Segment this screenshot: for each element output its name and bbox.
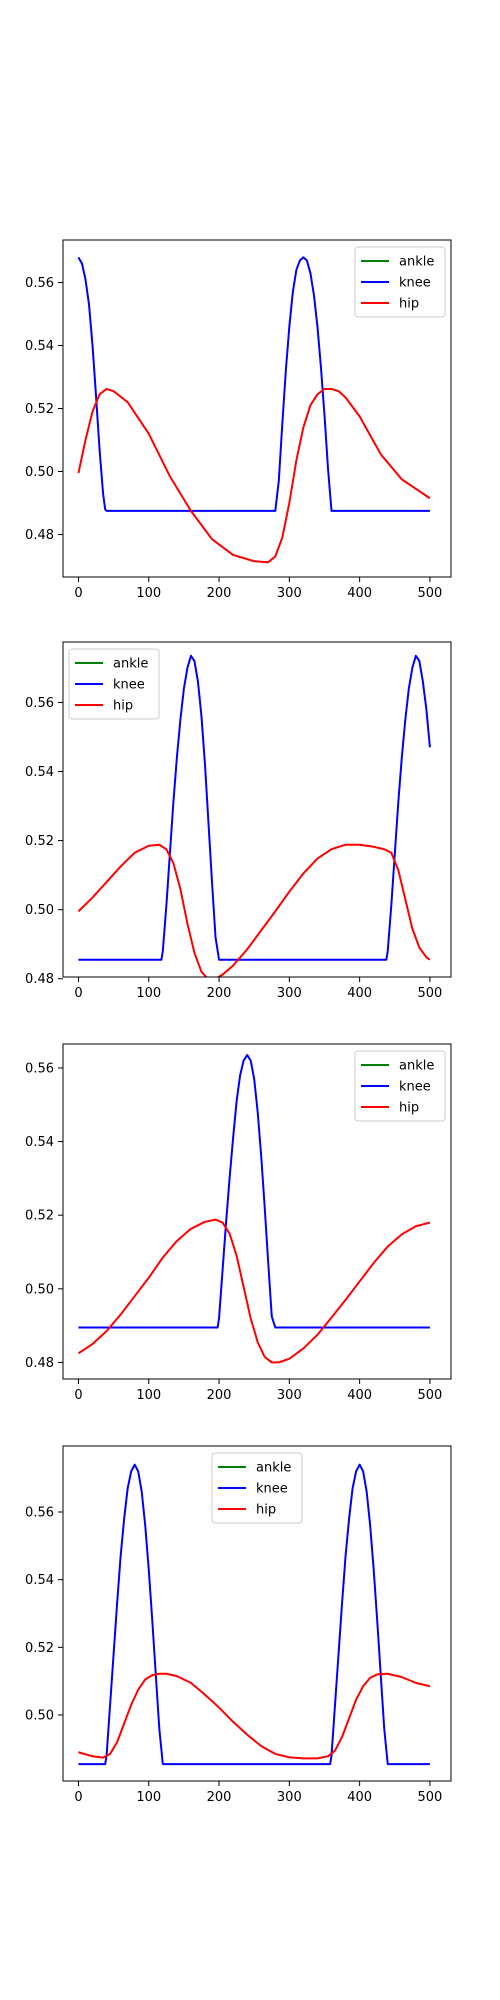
x-tick-label: 400 — [347, 586, 372, 601]
x-tick-label: 200 — [207, 586, 232, 601]
x-tick-label: 300 — [277, 1388, 302, 1403]
x-tick-label: 200 — [207, 986, 232, 1001]
x-tick-label: 500 — [417, 1388, 442, 1403]
series-line-hip — [77, 387, 431, 564]
series-line-hip — [78, 1672, 431, 1760]
legend: ankle knee hip — [354, 246, 446, 318]
x-tick-label: 100 — [136, 1388, 161, 1403]
legend-box — [211, 1452, 303, 1524]
y-tick-label: 0.54 — [25, 1135, 54, 1150]
legend-label-knee: knee — [113, 678, 145, 693]
legend-label-knee: knee — [399, 1080, 431, 1095]
x-tick-label: 100 — [136, 1790, 161, 1805]
x-tick-label: 400 — [347, 1388, 372, 1403]
x-tick-label: 500 — [417, 986, 442, 1001]
y-tick-label: 0.50 — [25, 1709, 54, 1724]
x-tick-label: 400 — [347, 986, 372, 1001]
chart-1: 0 100 200 300 400 500 0.48 0.50 0.52 0.54 0.56 ankl… — [25, 239, 452, 601]
y-tick-label: 0.52 — [25, 834, 54, 849]
y-tick-label: 0.50 — [25, 465, 54, 480]
y-tick-label: 0.56 — [25, 1505, 54, 1520]
y-tick-label: 0.48 — [25, 972, 54, 987]
x-tick-label: 0 — [74, 1388, 82, 1403]
series-line-hip — [77, 843, 431, 977]
series-line-hip — [77, 1218, 431, 1364]
x-tick-label: 300 — [277, 986, 302, 1001]
series-line-knee — [78, 1054, 430, 1329]
y-tick-label: 0.52 — [25, 1209, 54, 1224]
x-tick-label: 0 — [74, 986, 82, 1001]
y-tick-label: 0.56 — [25, 276, 54, 291]
plot-frame — [62, 1445, 452, 1782]
legend-label-hip: hip — [113, 699, 133, 714]
y-tick-label: 0.52 — [25, 1641, 54, 1656]
x-tick-label: 500 — [417, 586, 442, 601]
x-tick-label: 400 — [347, 1790, 372, 1805]
legend-label-ankle: ankle — [399, 255, 434, 270]
series-line-knee — [77, 256, 430, 512]
chart-4: 0 100 200 300 400 500 0.50 0.52 0.54 0.56 ankle kne… — [25, 1445, 452, 1805]
legend-box — [68, 648, 160, 720]
plot-frame — [62, 1043, 452, 1380]
series-line-knee — [78, 1463, 430, 1766]
legend: ankle knee hip — [354, 1050, 446, 1122]
y-tick-label: 0.54 — [25, 765, 54, 780]
legend-label-ankle: ankle — [399, 1059, 434, 1074]
chart-3: 0 100 200 300 400 500 0.48 0.50 0.52 0.54 0.56 ankl… — [25, 1043, 452, 1403]
legend-label-knee: knee — [399, 276, 431, 291]
y-tick-label: 0.48 — [25, 1356, 54, 1371]
x-tick-label: 200 — [207, 1790, 232, 1805]
x-tick-label: 300 — [277, 1790, 302, 1805]
chart-2: 0 100 200 300 400 500 0.48 0.50 0.52 0.54 0.56 ankl… — [25, 641, 452, 1001]
x-tick-label: 300 — [277, 586, 302, 601]
x-tick-label: 0 — [74, 586, 82, 601]
x-tick-label: 100 — [136, 986, 161, 1001]
plot-frame — [62, 641, 452, 978]
y-tick-label: 0.48 — [25, 528, 54, 543]
x-tick-label: 500 — [417, 1790, 442, 1805]
y-tick-label: 0.50 — [25, 1282, 54, 1297]
x-tick-label: 0 — [74, 1790, 82, 1805]
legend-label-knee: knee — [256, 1482, 288, 1497]
legend-label-hip: hip — [256, 1503, 276, 1518]
legend-label-ankle: ankle — [256, 1461, 291, 1476]
y-tick-label: 0.56 — [25, 1061, 54, 1076]
y-tick-label: 0.52 — [25, 402, 54, 417]
legend-box — [354, 1050, 446, 1122]
y-tick-label: 0.54 — [25, 1573, 54, 1588]
x-tick-label: 200 — [207, 1388, 232, 1403]
y-tick-label: 0.50 — [25, 903, 54, 918]
series-line-knee — [78, 654, 431, 961]
x-tick-label: 100 — [136, 586, 161, 601]
legend: ankle knee hip — [68, 648, 160, 720]
legend-label-hip: hip — [399, 297, 419, 312]
y-tick-label: 0.56 — [25, 696, 54, 711]
legend-box — [354, 246, 446, 318]
legend: ankle knee hip — [211, 1452, 303, 1524]
legend-label-ankle: ankle — [113, 657, 148, 672]
y-tick-label: 0.54 — [25, 339, 54, 354]
legend-label-hip: hip — [399, 1101, 419, 1116]
